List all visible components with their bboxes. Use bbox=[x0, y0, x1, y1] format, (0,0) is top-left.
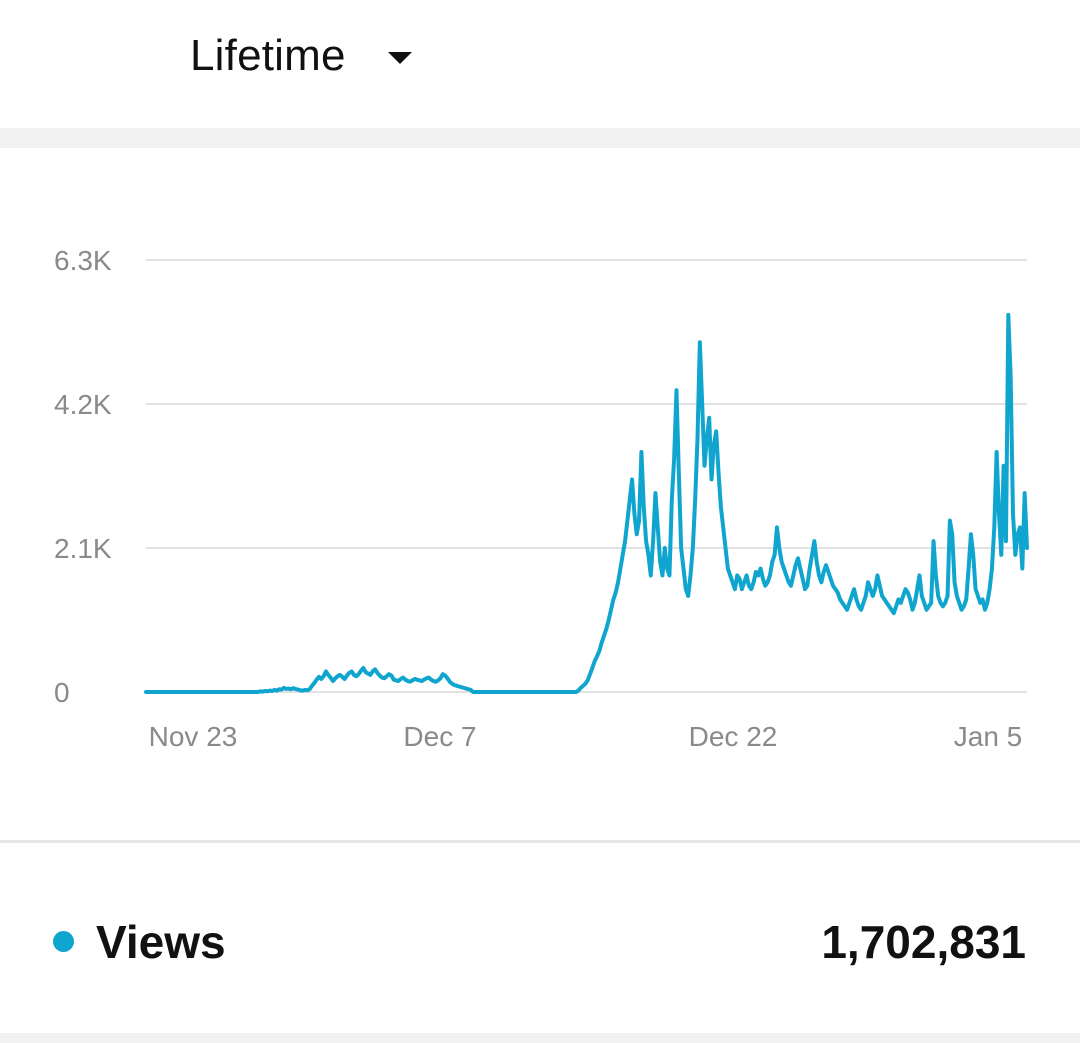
period-label: Lifetime bbox=[190, 31, 346, 80]
x-tick-label: Jan 5 bbox=[954, 721, 1023, 752]
chart-card: 0 2.1K 4.2K 6.3K Nov 23 Dec 7 Dec 22 Jan 5 bbox=[0, 148, 1080, 840]
caret-down-icon bbox=[387, 52, 412, 64]
x-tick-label: Dec 22 bbox=[689, 721, 778, 752]
y-tick-label: 0 bbox=[54, 677, 70, 708]
y-tick-label: 6.3K bbox=[54, 245, 112, 276]
header-bar: Lifetime bbox=[0, 0, 1080, 128]
section-divider bbox=[0, 128, 1080, 148]
series-color-dot bbox=[53, 931, 74, 952]
series-line-views bbox=[144, 312, 1029, 694]
period-dropdown[interactable]: Lifetime bbox=[190, 26, 412, 86]
y-tick-label: 2.1K bbox=[54, 533, 112, 564]
chart-bottom-divider bbox=[0, 840, 1080, 843]
x-tick-label: Nov 23 bbox=[149, 721, 238, 752]
views-line-chart: 0 2.1K 4.2K 6.3K Nov 23 Dec 7 Dec 22 Jan 5 bbox=[54, 245, 1029, 752]
metric-row-views[interactable]: Views 1,702,831 bbox=[0, 843, 1080, 1033]
metric-value: 1,702,831 bbox=[821, 916, 1026, 968]
metric-label: Views bbox=[96, 916, 226, 968]
bottom-divider-band bbox=[0, 1033, 1080, 1043]
x-tick-label: Dec 7 bbox=[403, 721, 476, 752]
y-tick-label: 4.2K bbox=[54, 389, 112, 420]
